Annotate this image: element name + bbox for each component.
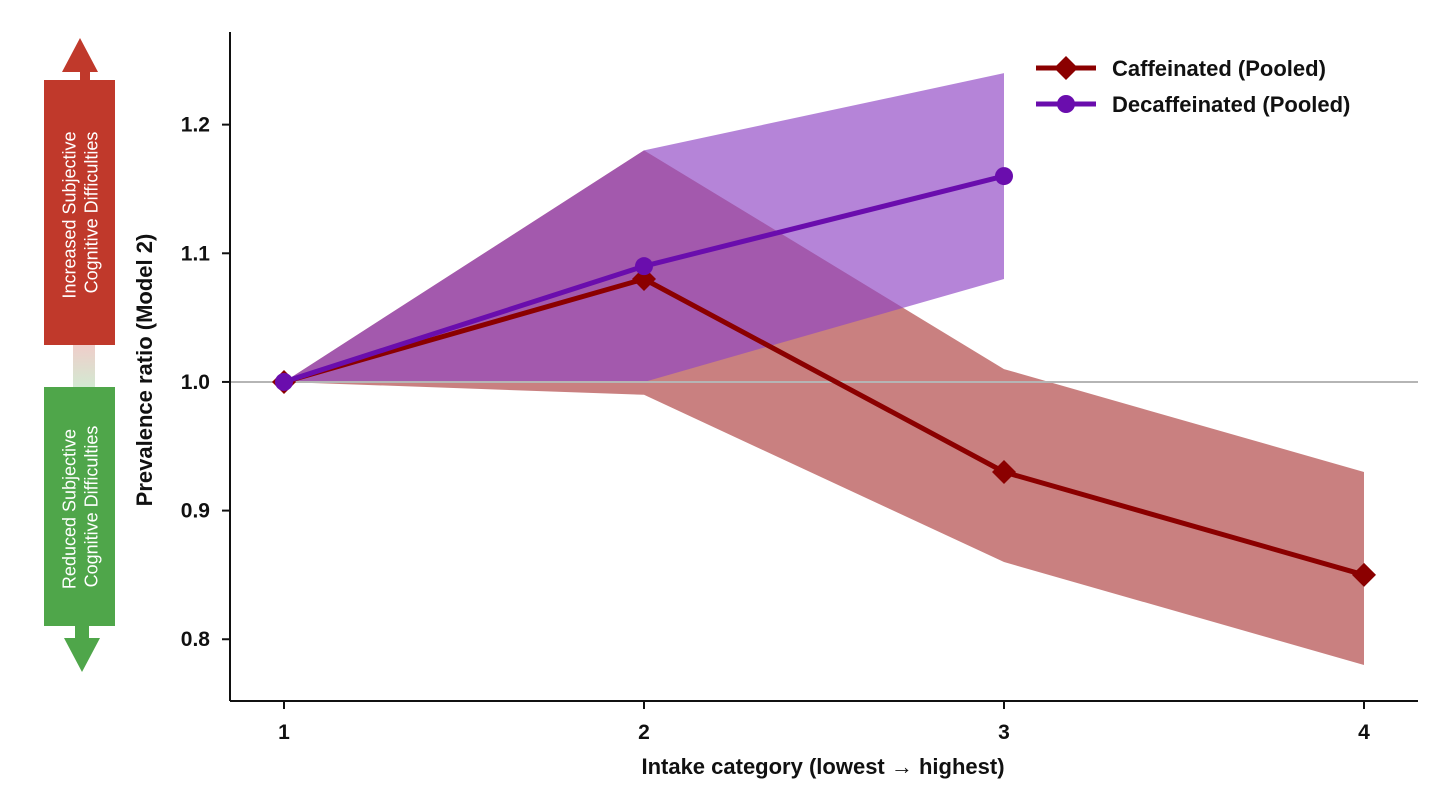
data-point-decaffeinated [275, 372, 293, 391]
x-tick-label: 1 [278, 721, 290, 744]
direction-indicator: Increased Subjective Cognitive Difficult… [44, 38, 115, 672]
x-tick-label: 4 [1358, 721, 1370, 744]
y-tick-label: 0.9 [181, 500, 210, 523]
legend-label-decaffeinated: Decaffeinated (Pooled) [1112, 92, 1350, 117]
data-point-caffeinated [992, 459, 1016, 484]
data-point-caffeinated [632, 267, 656, 292]
series-lines [272, 167, 1376, 587]
x-ticks: 1 2 3 4 [278, 701, 1370, 744]
y-tick-label: 1.2 [181, 114, 210, 137]
confidence-bands [284, 73, 1364, 665]
legend: Caffeinated (Pooled) Decaffeinated (Pool… [1036, 56, 1350, 117]
increased-difficulties-label: Increased Subjective Cognitive Difficult… [60, 126, 102, 298]
axes: 0.8 0.9 1.0 1.1 1.2 1 2 3 4 Prevalence ratio (M… [132, 32, 1418, 779]
increased-difficulties-box [44, 80, 115, 345]
data-point-decaffeinated [995, 167, 1013, 186]
data-point-caffeinated [1352, 562, 1376, 587]
down-arrow-icon [64, 626, 100, 672]
reduced-difficulties-label: Reduced Subjective Cognitive Difficultie… [60, 424, 102, 589]
legend-diamond-icon [1054, 56, 1078, 80]
x-tick-label: 3 [998, 721, 1010, 744]
y-ticks: 0.8 0.9 1.0 1.1 1.2 [181, 114, 230, 651]
y-tick-label: 1.1 [181, 242, 211, 265]
x-tick-label: 2 [638, 721, 650, 744]
data-point-decaffeinated [635, 257, 653, 276]
y-tick-label: 0.8 [181, 628, 211, 651]
y-axis-title: Prevalence ratio (Model 2) [132, 234, 157, 507]
y-tick-label: 1.0 [181, 371, 210, 394]
x-axis-title: Intake category (lowest → highest) [641, 754, 1004, 779]
legend-label-caffeinated: Caffeinated (Pooled) [1112, 56, 1326, 81]
up-arrow-icon [62, 38, 98, 80]
reduced-difficulties-box [44, 387, 115, 626]
legend-circle-icon [1057, 95, 1075, 113]
series-line-caffeinated [283, 276, 1365, 578]
confidence-band-decaffeinated [284, 73, 1004, 382]
indicator-gradient [73, 345, 95, 387]
